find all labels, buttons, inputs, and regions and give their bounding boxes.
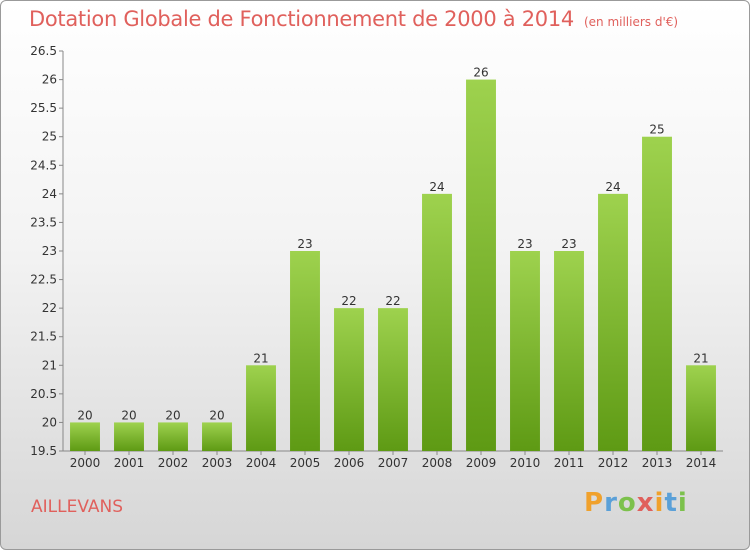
bar-2007	[378, 308, 408, 451]
data-label-2001: 20	[121, 408, 136, 422]
logo-letter: t	[664, 488, 678, 518]
y-tick-label: 25	[42, 130, 57, 144]
x-tick-label-2006: 2006	[334, 456, 365, 470]
x-tick-label-2004: 2004	[246, 456, 277, 470]
x-tick-label-2012: 2012	[598, 456, 629, 470]
x-tick-label-2014: 2014	[686, 456, 717, 470]
logo-letter: i	[654, 488, 665, 518]
bar-2001	[114, 422, 144, 451]
logo-letter: i	[677, 488, 688, 518]
proxiti-logo: Proxiti	[584, 488, 688, 518]
y-tick-label: 21.5	[30, 330, 57, 344]
x-tick-label-2001: 2001	[114, 456, 145, 470]
data-label-2002: 20	[165, 408, 180, 422]
logo-letter: r	[604, 488, 618, 518]
bar-2000	[70, 422, 100, 451]
bar-2013	[642, 136, 672, 451]
x-tick-label-2002: 2002	[158, 456, 189, 470]
x-axis: 2000 2001 2002 2003 2004 2005 2006 2007 2008 2009…	[63, 450, 723, 470]
x-tick-label-2005: 2005	[290, 456, 321, 470]
x-tick-label-2007: 2007	[378, 456, 409, 470]
data-label-2009: 26	[473, 66, 488, 80]
data-label-2014: 21	[693, 351, 708, 365]
bar-2012	[598, 193, 628, 451]
bar-2002	[158, 422, 188, 451]
chart-subtitle: (en milliers d'€)	[583, 15, 679, 29]
y-tick-label: 26.5	[30, 44, 57, 58]
chart-title: Dotation Globale de Fonctionnement de 20…	[29, 7, 678, 31]
data-label-2004: 21	[253, 351, 268, 365]
x-tick-label-2003: 2003	[202, 456, 233, 470]
y-tick-label: 25.5	[30, 101, 57, 115]
data-label-2010: 23	[517, 237, 532, 251]
y-tick-label: 26	[42, 73, 57, 87]
y-axis: 19.5 20 20.5 21 21.5 22 22.5 23 23.5 24 24.5 25 25.5…	[30, 44, 64, 458]
chart-title-text: Dotation Globale de Fonctionnement de 20…	[29, 7, 574, 31]
data-labels: 20 20 20 20 21 23 22 22 24 26 23 23 24 25 21	[77, 66, 708, 423]
bar-2005	[290, 251, 320, 451]
bar-2004	[246, 365, 276, 451]
y-tick-label: 21	[42, 358, 57, 372]
bar-2011	[554, 251, 584, 451]
data-label-2000: 20	[77, 408, 92, 422]
x-tick-label-2009: 2009	[466, 456, 497, 470]
bar-2014	[686, 365, 716, 451]
y-tick-label: 22	[42, 301, 57, 315]
y-tick-label: 23.5	[30, 215, 57, 229]
y-tick-label: 24.5	[30, 158, 57, 172]
data-label-2011: 23	[561, 237, 576, 251]
x-tick-label-2011: 2011	[554, 456, 585, 470]
y-tick-label: 20	[42, 415, 57, 429]
logo-letter: o	[617, 488, 637, 518]
x-tick-label-2008: 2008	[422, 456, 453, 470]
data-label-2012: 24	[605, 180, 620, 194]
data-label-2007: 22	[385, 294, 400, 308]
bar-2006	[334, 308, 364, 451]
bar-2003	[202, 422, 232, 451]
data-label-2013: 25	[649, 123, 664, 137]
bar-2010	[510, 251, 540, 451]
y-tick-label: 24	[42, 187, 57, 201]
y-tick-label: 22.5	[30, 273, 57, 287]
y-tick-label: 20.5	[30, 387, 57, 401]
data-label-2005: 23	[297, 237, 312, 251]
x-tick-label-2000: 2000	[70, 456, 101, 470]
data-label-2003: 20	[209, 408, 224, 422]
x-tick-label-2013: 2013	[642, 456, 673, 470]
bar-2008	[422, 193, 452, 451]
bar-2009	[466, 79, 496, 452]
data-label-2008: 24	[429, 180, 444, 194]
data-label-2006: 22	[341, 294, 356, 308]
logo-letter: x	[636, 488, 655, 518]
x-tick-label-2010: 2010	[510, 456, 541, 470]
commune-name: AILLEVANS	[31, 497, 124, 517]
bars	[70, 79, 716, 452]
y-tick-label: 23	[42, 244, 57, 258]
y-tick-label: 19.5	[30, 444, 57, 458]
logo-letter: P	[584, 488, 605, 518]
